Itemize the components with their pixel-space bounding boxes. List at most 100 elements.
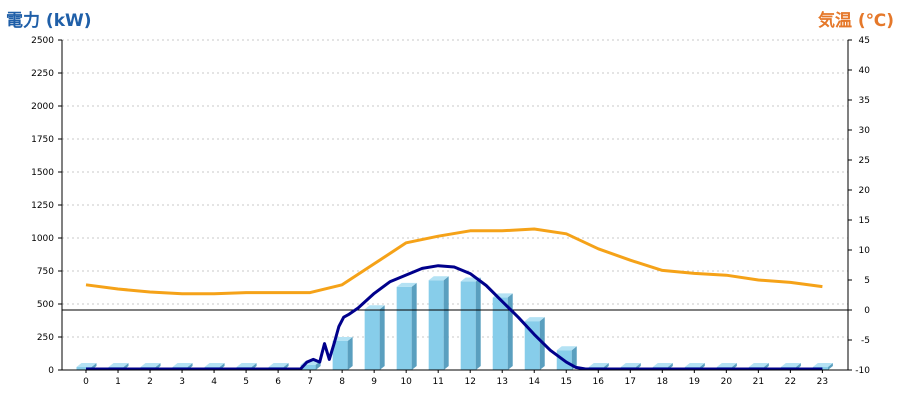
bar-front	[300, 364, 316, 370]
x-tick-label: 0	[83, 377, 89, 387]
x-tick-label: 3	[179, 377, 185, 387]
x-tick-label: 17	[625, 377, 636, 387]
bar-top	[620, 363, 641, 367]
x-tick-label: 5	[243, 377, 249, 387]
right-tick-label: 5	[864, 276, 870, 286]
bar-top	[268, 363, 289, 367]
left-axis-ticks: 0 250 500 750 1000 1250 1500 1750 2000 2250 2500	[31, 36, 62, 376]
bar-top	[780, 363, 801, 367]
right-tick-label: -5	[861, 336, 870, 346]
left-tick-label: 1250	[31, 201, 54, 211]
temperature-line	[85, 227, 823, 296]
bar-top	[556, 346, 577, 351]
bar-front	[396, 286, 412, 370]
right-tick-label: 45	[859, 36, 870, 46]
right-tick-label: 20	[859, 186, 871, 196]
right-tick-label: 10	[859, 246, 871, 256]
bar-side	[827, 363, 833, 370]
bar-top	[748, 363, 769, 367]
x-tick-label: 9	[371, 377, 377, 387]
right-tick-label: -10	[855, 366, 870, 376]
left-tick-label: 500	[37, 300, 54, 310]
x-tick-label: 22	[785, 377, 796, 387]
x-tick-label: 15	[561, 377, 572, 387]
bar-top	[172, 363, 193, 367]
left-tick-label: 1750	[31, 135, 54, 145]
x-tick-label: 13	[496, 377, 507, 387]
bar-front	[428, 280, 444, 370]
x-tick-label: 7	[307, 377, 313, 387]
x-tick-label: 4	[211, 377, 217, 387]
bar-side	[507, 293, 513, 370]
left-tick-label: 2000	[31, 102, 54, 112]
bar-top	[652, 363, 673, 367]
axes	[61, 40, 849, 371]
right-tick-label: 0	[864, 306, 870, 316]
left-tick-label: 750	[37, 267, 54, 277]
bar-top	[236, 363, 257, 367]
bar-top	[204, 363, 225, 367]
bar	[460, 277, 481, 370]
bar-top	[588, 363, 609, 367]
right-axis-ticks: -10 -5 0 5 10 15 20 25 30 35 40 45	[848, 36, 870, 376]
bar-side	[475, 277, 481, 370]
left-axis-title: 電力 (kW)	[6, 11, 92, 31]
bar	[396, 282, 417, 370]
bar-top	[76, 363, 97, 367]
x-tick-label: 21	[753, 377, 764, 387]
bar-side	[571, 346, 577, 370]
right-tick-label: 15	[859, 216, 870, 226]
left-tick-label: 1000	[31, 234, 54, 244]
bar-side	[443, 276, 449, 370]
bar	[364, 305, 385, 370]
bar-side	[347, 336, 353, 370]
x-tick-label: 1	[115, 377, 121, 387]
x-tick-label: 10	[400, 377, 412, 387]
left-tick-label: 2250	[31, 69, 54, 79]
x-tick-label: 19	[689, 377, 701, 387]
power-line	[86, 264, 823, 371]
x-tick-label: 16	[593, 377, 605, 387]
x-tick-label: 23	[817, 377, 828, 387]
x-tick-label: 11	[432, 377, 443, 387]
right-tick-label: 30	[859, 126, 871, 136]
bar-top	[812, 363, 833, 367]
right-axis-title: 気温 (℃)	[817, 11, 894, 31]
left-tick-label: 1500	[31, 168, 54, 178]
bar-front	[492, 297, 508, 370]
bar-top	[108, 363, 129, 367]
bar-top	[716, 363, 737, 367]
x-tick-label: 20	[721, 377, 733, 387]
right-tick-label: 35	[859, 96, 870, 106]
bar	[428, 276, 449, 370]
bar-front	[364, 309, 380, 370]
bar	[492, 293, 513, 370]
bar-top	[364, 305, 385, 310]
power-bars	[76, 276, 833, 370]
grid-lines	[62, 39, 848, 338]
right-tick-label: 25	[859, 156, 870, 166]
bar-top	[428, 276, 449, 281]
bar-front	[332, 340, 348, 370]
bar-top	[140, 363, 161, 367]
bar	[332, 336, 353, 370]
x-tick-label: 14	[529, 377, 541, 387]
x-tick-label: 6	[275, 377, 281, 387]
bar-front	[524, 321, 540, 370]
bar-top	[524, 317, 545, 322]
bar-side	[411, 282, 417, 370]
x-tick-label: 12	[464, 377, 475, 387]
bar-top	[396, 282, 417, 287]
temperature-line-group	[85, 227, 823, 296]
x-tick-label: 8	[339, 377, 345, 387]
power-line-group	[86, 264, 823, 371]
left-tick-label: 0	[48, 366, 54, 376]
bar-top	[684, 363, 705, 367]
x-axis-ticks: 0 1 2 3 4 5 6 7 8 9 10 11 12 13 14 15 16 17 18 19 20 21 22 23	[83, 370, 828, 387]
bar-front	[460, 281, 476, 370]
right-tick-label: 40	[859, 66, 871, 76]
left-tick-label: 2500	[31, 36, 54, 46]
x-tick-label: 2	[147, 377, 153, 387]
bar-side	[379, 305, 385, 370]
